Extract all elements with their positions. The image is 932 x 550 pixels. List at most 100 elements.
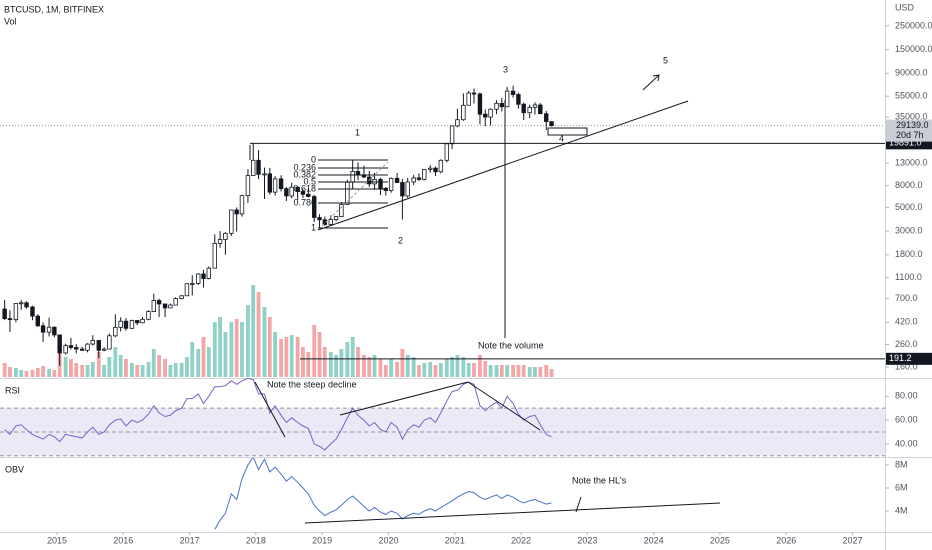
candle-body <box>57 334 62 354</box>
candle-body <box>74 347 79 350</box>
candle-body <box>317 217 322 221</box>
last-price-box <box>886 119 932 142</box>
annotation: Note the steep decline <box>267 379 357 389</box>
candle-body <box>388 177 394 191</box>
volume-bar <box>140 365 145 377</box>
candle-body <box>140 318 145 324</box>
countdown: 20d 7h <box>896 130 924 140</box>
volume-bar <box>130 363 134 377</box>
candle-body <box>101 348 107 351</box>
fib-label: 0.236 <box>293 162 316 172</box>
candle-body <box>146 311 151 320</box>
candle-body <box>477 93 483 115</box>
candle-body <box>544 113 549 122</box>
volume-bar <box>339 349 344 377</box>
fib-label: 0.786 <box>293 197 316 207</box>
candle-body <box>289 186 294 197</box>
volume-bar <box>246 305 250 377</box>
candle-body <box>449 125 455 145</box>
volume-bar <box>251 285 256 377</box>
volume-bar <box>24 371 29 377</box>
x-tick-label: 2019 <box>312 535 332 545</box>
volume-bar <box>14 368 18 377</box>
candle-body <box>107 335 112 350</box>
candle-body <box>527 106 532 114</box>
volume-bar <box>113 347 118 377</box>
volume-bar <box>378 359 383 377</box>
volume-bar <box>267 317 272 377</box>
candle-body <box>179 295 184 300</box>
currency: USD <box>895 2 915 12</box>
candle-body <box>123 320 129 329</box>
volume-bar <box>146 362 151 377</box>
candle-body <box>494 102 499 110</box>
candle-body <box>206 267 212 279</box>
volume-bar <box>135 365 140 377</box>
y-tick-label: 40.00 <box>895 438 918 448</box>
candle-body <box>223 232 228 240</box>
obv-trend-line <box>304 502 721 524</box>
volume-bar <box>179 363 184 377</box>
candle-body <box>162 303 168 309</box>
volume-bar <box>527 367 532 377</box>
candle-body <box>300 191 306 195</box>
level-label: 19891.0 <box>889 138 922 148</box>
annotation: Note the volume <box>478 340 544 350</box>
y-tick-label: 60.00 <box>895 414 918 424</box>
volume-bar <box>411 357 416 377</box>
volume-bar <box>356 347 360 377</box>
annotation: 1 <box>355 127 360 137</box>
volume-bar <box>322 347 327 377</box>
y-tick-label: 160.0 <box>895 361 918 371</box>
fib-label: 0.618 <box>293 183 316 193</box>
candle-body <box>245 175 251 196</box>
candle-body <box>433 167 438 173</box>
level-label-box <box>886 352 932 365</box>
symbol: BTCUSD, 1M, BITFINEX <box>4 4 104 14</box>
candle-body <box>471 92 477 95</box>
fib-label: 1 <box>311 222 316 232</box>
volume-bar <box>96 352 101 377</box>
volume-bar <box>2 363 7 377</box>
pane-title: OBV <box>5 464 24 474</box>
candle-body <box>405 181 410 197</box>
y-tick-label: 55000.0 <box>895 91 928 101</box>
y-tick-label: 80.00 <box>895 391 918 401</box>
candle-body <box>85 343 90 351</box>
candle-body <box>234 209 239 215</box>
candle-body <box>549 121 554 127</box>
volume-bar <box>90 362 95 377</box>
candle-body <box>504 90 510 108</box>
volume-bar <box>372 355 377 377</box>
candle-body <box>196 273 201 284</box>
candle-body <box>113 326 118 337</box>
volume-bar <box>168 365 173 377</box>
volume-bar <box>206 347 211 377</box>
x-tick-label: 2025 <box>710 535 730 545</box>
candle-body <box>151 300 156 312</box>
y-tick-label: 35000.0 <box>895 112 928 122</box>
candle-body <box>461 104 466 121</box>
candle-body <box>295 186 300 192</box>
volume-bar <box>345 342 350 377</box>
candle-body <box>444 143 450 161</box>
volume-bar <box>494 365 499 377</box>
volume-bar <box>185 357 189 377</box>
volume-bar <box>41 366 45 377</box>
candle-body <box>118 320 123 328</box>
candle-body <box>184 283 190 297</box>
volume-bar <box>229 322 234 377</box>
candle-body <box>312 196 317 218</box>
volume-bar <box>279 339 283 377</box>
last-price-label: 29139.0 <box>896 120 929 130</box>
candle-body <box>516 94 521 105</box>
x-tick-label: 2016 <box>113 535 133 545</box>
y-tick-label: 6M <box>895 482 908 492</box>
volume-bar <box>63 357 68 377</box>
candle-body <box>499 102 505 108</box>
volume-bar <box>383 365 388 377</box>
candle-body <box>229 209 234 234</box>
candle-body <box>52 326 57 336</box>
candle-body <box>510 90 516 95</box>
x-tick-label: 2023 <box>577 535 597 545</box>
